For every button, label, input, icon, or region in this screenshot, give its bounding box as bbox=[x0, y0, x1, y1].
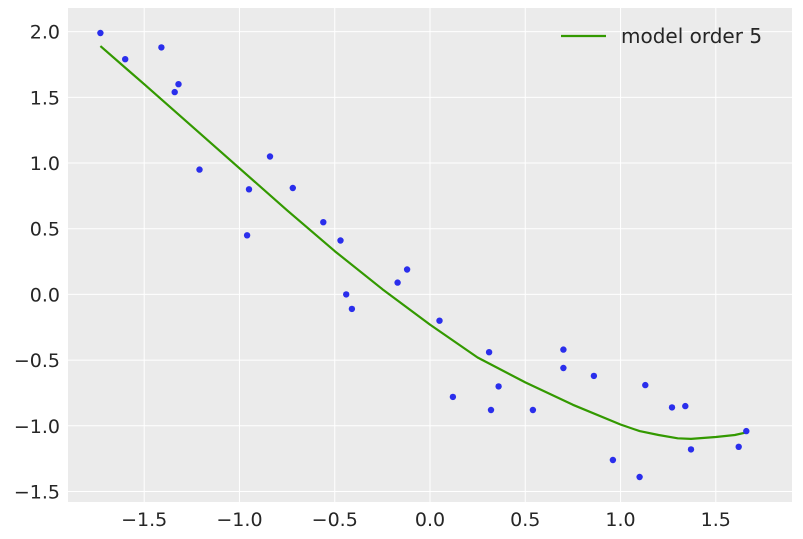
grid bbox=[68, 8, 792, 502]
data-point bbox=[560, 364, 567, 372]
data-point bbox=[495, 383, 502, 390]
data-point bbox=[122, 56, 129, 63]
x-axis: −1.5 −1.0 −0.5 0.0 0.5 1.0 1.5 bbox=[121, 509, 731, 531]
data-point bbox=[403, 266, 411, 273]
y-tick-label: −1.0 bbox=[14, 416, 60, 438]
series-group bbox=[97, 29, 750, 481]
x-tick-label: −1.5 bbox=[121, 509, 167, 531]
data-point bbox=[343, 291, 350, 298]
data-point bbox=[394, 279, 401, 286]
y-axis: −1.5 −1.0 −0.5 0.0 0.5 1.0 1.5 2.0 bbox=[14, 22, 60, 504]
data-point bbox=[668, 404, 676, 411]
data-point bbox=[609, 456, 617, 464]
data-point bbox=[487, 406, 495, 414]
data-point bbox=[636, 473, 643, 481]
model-line bbox=[99, 45, 747, 440]
legend: model order 5 bbox=[561, 24, 762, 48]
data-point bbox=[642, 381, 649, 389]
data-point bbox=[682, 402, 689, 410]
x-tick-label: −1.0 bbox=[216, 509, 262, 531]
data-point bbox=[320, 219, 327, 226]
y-tick-label: 1.5 bbox=[30, 87, 60, 109]
data-point bbox=[449, 393, 457, 401]
data-point bbox=[158, 44, 165, 51]
data-point bbox=[196, 166, 203, 173]
data-point bbox=[348, 305, 356, 313]
data-point bbox=[337, 237, 344, 244]
x-tick-label: 0.5 bbox=[510, 509, 540, 531]
data-point bbox=[245, 186, 253, 193]
y-tick-label: 0.5 bbox=[30, 219, 60, 241]
x-tick-label: 1.0 bbox=[605, 509, 635, 531]
data-point bbox=[289, 184, 296, 192]
x-tick-label: 0.0 bbox=[415, 509, 445, 531]
data-point bbox=[560, 346, 567, 353]
data-point bbox=[529, 406, 537, 414]
data-point bbox=[266, 153, 274, 160]
data-point bbox=[171, 88, 178, 96]
data-point bbox=[735, 443, 742, 450]
y-tick-label: 0.0 bbox=[30, 284, 60, 306]
x-tick-label: 1.5 bbox=[701, 509, 731, 531]
legend-label: model order 5 bbox=[621, 24, 762, 48]
data-point bbox=[97, 29, 104, 37]
data-point bbox=[175, 81, 182, 88]
data-point bbox=[590, 372, 598, 380]
data-point bbox=[436, 317, 443, 324]
y-tick-label: −0.5 bbox=[14, 350, 60, 372]
y-tick-label: 2.0 bbox=[30, 22, 60, 44]
data-point bbox=[743, 427, 750, 435]
data-point bbox=[485, 349, 493, 356]
y-tick-label: −1.5 bbox=[14, 481, 60, 503]
y-tick-label: 1.0 bbox=[30, 153, 60, 175]
data-point bbox=[687, 446, 695, 453]
data-point bbox=[243, 232, 251, 239]
x-tick-label: −0.5 bbox=[312, 509, 358, 531]
